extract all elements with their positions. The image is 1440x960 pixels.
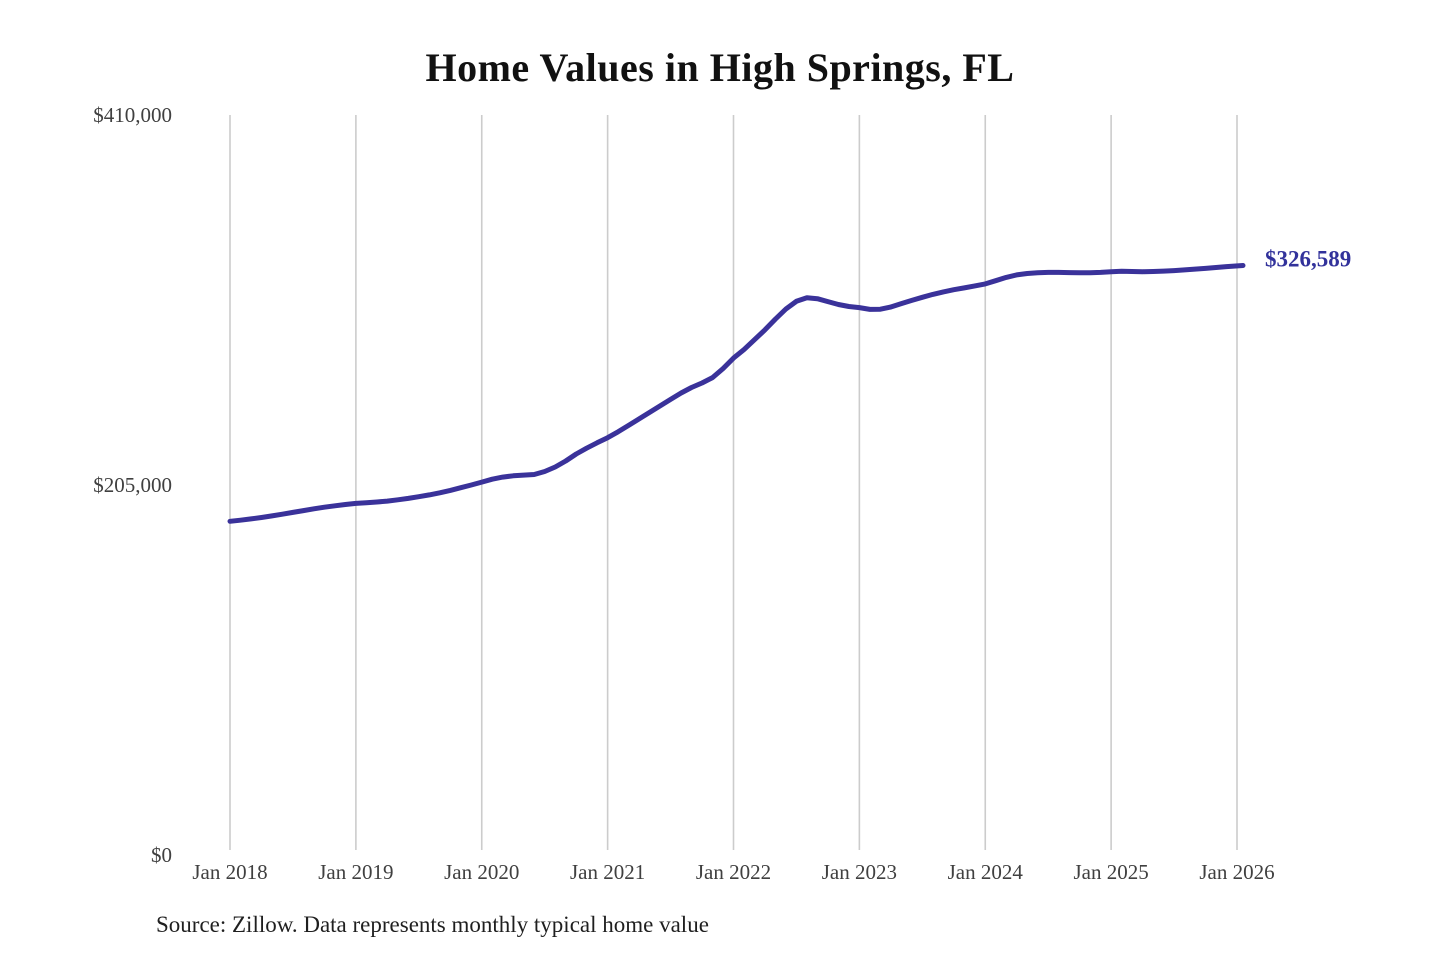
y-tick-label: $410,000 [93, 103, 172, 127]
y-tick-label: $205,000 [93, 473, 172, 497]
x-tick-label: Jan 2019 [318, 860, 393, 884]
source-note: Source: Zillow. Data represents monthly … [156, 912, 709, 937]
x-tick-label: Jan 2020 [444, 860, 519, 884]
home-value-line [227, 263, 1246, 524]
x-tick-label: Jan 2023 [822, 860, 897, 884]
chart-title: Home Values in High Springs, FL [425, 45, 1015, 90]
x-tick-label: Jan 2018 [192, 860, 267, 884]
x-tick-label: Jan 2021 [570, 860, 645, 884]
x-tick-label: Jan 2025 [1074, 860, 1149, 884]
x-tick-label: Jan 2026 [1199, 860, 1274, 884]
y-tick-label: $0 [151, 843, 172, 867]
latest-value-label: $326,589 [1265, 247, 1351, 272]
x-tick-label: Jan 2024 [948, 860, 1024, 884]
x-tick-label: Jan 2022 [696, 860, 771, 884]
